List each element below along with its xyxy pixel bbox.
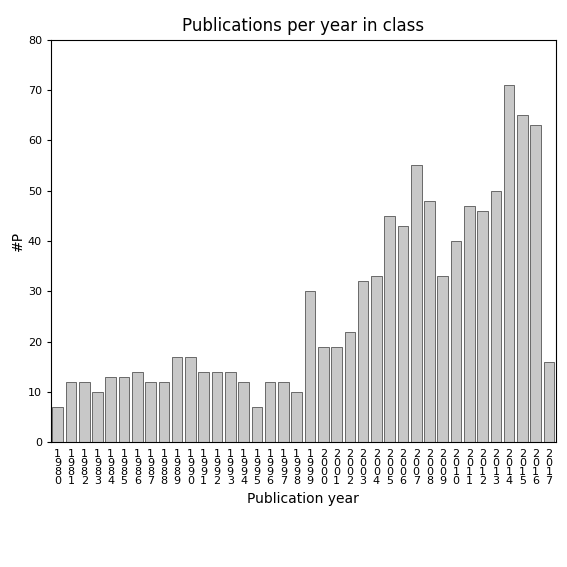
Bar xyxy=(438,276,448,442)
Bar xyxy=(265,382,276,442)
Bar xyxy=(544,362,555,442)
Bar xyxy=(291,392,302,442)
Bar xyxy=(318,346,329,442)
Bar xyxy=(92,392,103,442)
Bar xyxy=(278,382,289,442)
Y-axis label: #P: #P xyxy=(11,231,25,251)
Bar xyxy=(159,382,169,442)
Bar xyxy=(79,382,90,442)
Bar xyxy=(490,191,501,442)
Bar xyxy=(198,372,209,442)
Bar xyxy=(477,211,488,442)
Bar xyxy=(397,226,408,442)
X-axis label: Publication year: Publication year xyxy=(247,492,359,506)
Bar xyxy=(132,372,143,442)
Bar xyxy=(517,115,528,442)
Bar xyxy=(238,382,249,442)
Bar xyxy=(211,372,222,442)
Bar xyxy=(172,357,183,442)
Bar xyxy=(185,357,196,442)
Bar xyxy=(384,216,395,442)
Bar xyxy=(52,407,63,442)
Bar xyxy=(424,201,435,442)
Bar xyxy=(331,346,342,442)
Bar xyxy=(304,291,315,442)
Bar xyxy=(105,377,116,442)
Bar xyxy=(371,276,382,442)
Bar xyxy=(252,407,262,442)
Bar xyxy=(464,206,475,442)
Bar xyxy=(119,377,129,442)
Bar xyxy=(451,241,462,442)
Title: Publications per year in class: Publications per year in class xyxy=(182,18,425,35)
Bar xyxy=(504,85,514,442)
Bar xyxy=(345,332,355,442)
Bar xyxy=(225,372,236,442)
Bar xyxy=(411,166,421,442)
Bar xyxy=(358,281,369,442)
Bar xyxy=(530,125,541,442)
Bar xyxy=(145,382,156,442)
Bar xyxy=(66,382,76,442)
